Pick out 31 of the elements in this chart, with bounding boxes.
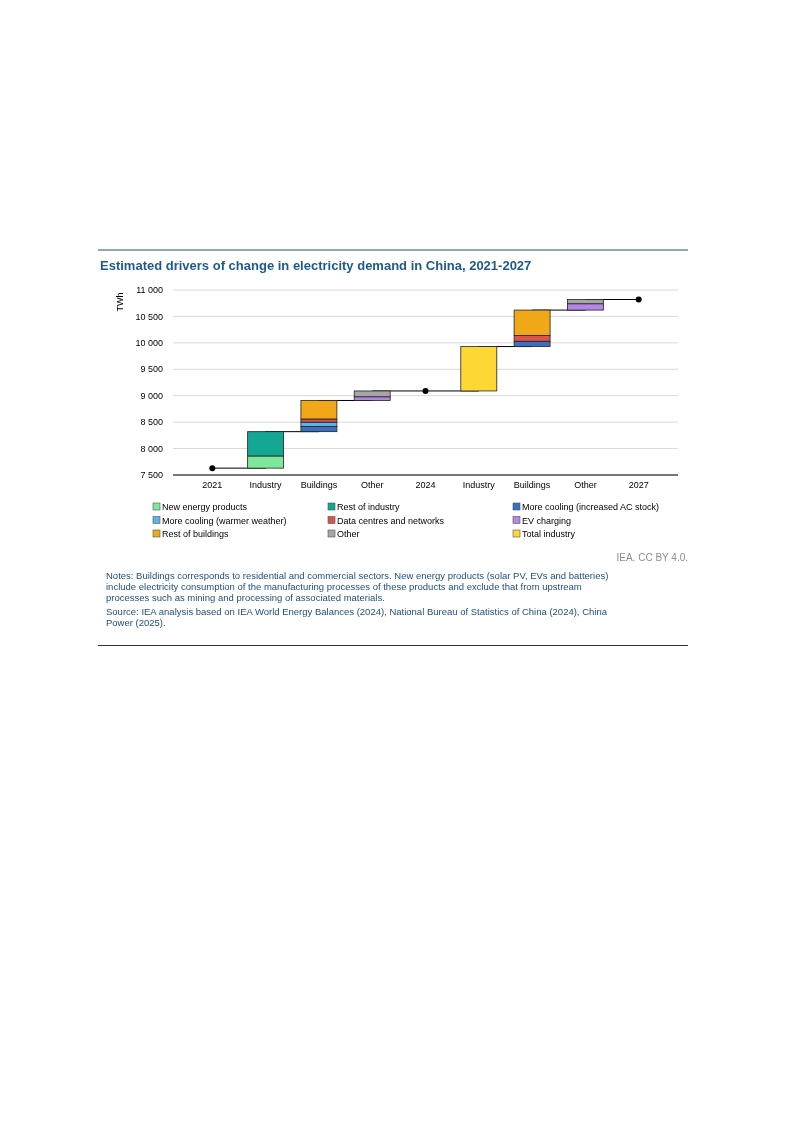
x-tick-label: Industry <box>462 480 496 490</box>
text: IEA. CC BY 4.0. <box>616 551 688 563</box>
text: Notes: Buildings corresponds to residential and commercial sectors. New energy products (solar PV, EVs and batteries) include electricity consumption of the manufacturing processes of these products and exclude that from upstream processes such as mining and processing of associated materials. <box>106 569 609 603</box>
y-tick-label: 8 000 <box>140 443 163 454</box>
chart-title: Estimated drivers of change in electricity demand in China, 2021-2027 <box>100 258 532 273</box>
legend-label: Other <box>337 529 360 539</box>
y-tick-label: 10 000 <box>135 338 163 349</box>
y-tick-label: 10 500 <box>135 311 163 322</box>
legend-label: Total industry <box>522 529 576 539</box>
x-tick-label: 2021 <box>202 480 223 490</box>
x-tick-label: Other <box>574 480 597 490</box>
x-tick-label: Buildings <box>513 480 551 490</box>
x-tick-label: Buildings <box>300 480 338 490</box>
legend-label: New energy products <box>162 502 248 512</box>
y-tick-label: 9 000 <box>140 390 163 401</box>
x-tick-label: 2027 <box>628 480 649 490</box>
y-tick-label: 8 500 <box>140 417 163 428</box>
x-tick-label: 2024 <box>415 480 436 490</box>
y-axis-title: TWh <box>115 292 125 312</box>
y-tick-label: 9 500 <box>140 364 163 375</box>
y-tick-label: 11 000 <box>136 285 163 296</box>
source-note: Source: IEA analysis based on IEA World Energy Balances (2024), National Bureau of Statistics of China (2024), China Power (2025). <box>106 605 608 628</box>
legend-label: EV charging <box>522 515 572 526</box>
legend-label: Rest of industry <box>337 502 401 512</box>
x-tick-label: Other <box>360 480 384 490</box>
legend-label: Rest of buildings <box>162 529 230 539</box>
legend-label: More cooling (warmer weather) <box>162 515 287 526</box>
y-tick-label: 7 500 <box>140 470 163 481</box>
legend-label: Data centres and networks <box>337 515 445 526</box>
x-tick-label: Industry <box>249 480 283 490</box>
legend-label: More cooling (increased AC stock) <box>522 502 660 512</box>
